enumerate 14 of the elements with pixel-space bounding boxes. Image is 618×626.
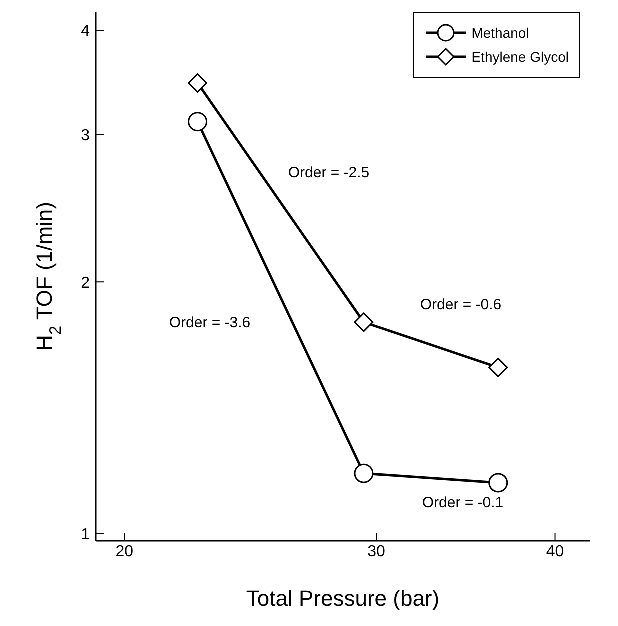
x-axis-title: Total Pressure (bar): [246, 586, 440, 611]
legend-label: Ethylene Glycol: [472, 49, 569, 65]
legend-label: Methanol: [472, 25, 530, 41]
y-tick-label: 4: [81, 23, 90, 40]
y-tick-label: 2: [81, 274, 90, 292]
annotation: Order = -0.1: [422, 494, 504, 512]
y-tick-label: 3: [81, 128, 90, 145]
annotation: Order = -3.6: [169, 314, 251, 332]
x-tick-label: 30: [368, 543, 386, 560]
annotation: Order = -2.5: [288, 164, 370, 182]
x-tick-label: 40: [546, 543, 564, 560]
annotation: Order = -0.6: [420, 296, 502, 314]
x-tick-label: 20: [116, 543, 134, 560]
y-tick-label: 1: [81, 526, 90, 544]
